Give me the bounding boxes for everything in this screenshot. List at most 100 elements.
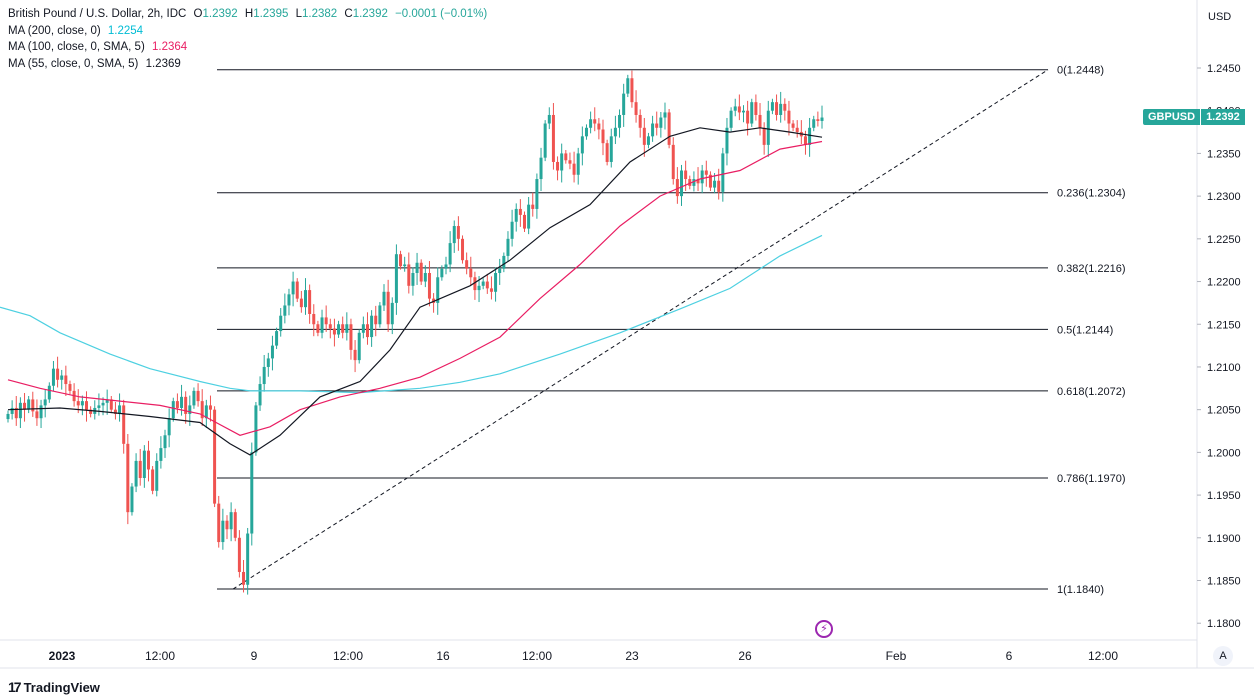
fib-level-label: 0.786(1.1970) bbox=[1057, 473, 1126, 485]
candle bbox=[361, 316, 365, 339]
candle-body bbox=[642, 127, 646, 145]
candle bbox=[312, 304, 316, 337]
candle bbox=[436, 267, 440, 315]
candle-body bbox=[704, 170, 708, 175]
candle bbox=[295, 278, 299, 303]
candle-body bbox=[762, 127, 766, 145]
lightning-icon[interactable]: ⚡︎ bbox=[815, 620, 833, 638]
candle-body bbox=[159, 448, 163, 461]
candle bbox=[175, 393, 179, 414]
candle bbox=[651, 115, 655, 142]
candle-body bbox=[266, 358, 270, 367]
candle-body bbox=[481, 281, 485, 286]
candle-body bbox=[283, 305, 287, 316]
candle-body bbox=[217, 503, 221, 543]
candle-body bbox=[31, 399, 35, 412]
candle-body bbox=[68, 384, 72, 391]
candle bbox=[382, 284, 386, 312]
candle bbox=[43, 389, 47, 418]
candle-body bbox=[113, 409, 117, 414]
candle bbox=[593, 107, 597, 132]
legend-ma55[interactable]: MA (55, close, 0, SMA, 5) 1.2369 bbox=[8, 56, 487, 73]
change-value: −0.0001 (−0.01%) bbox=[395, 8, 488, 20]
candle bbox=[572, 151, 576, 183]
candle-body bbox=[378, 305, 382, 325]
candle-body bbox=[564, 153, 568, 161]
candle-body bbox=[353, 349, 357, 361]
candle-body bbox=[576, 153, 580, 175]
symbol-title: British Pound / U.S. Dollar, 2h, IDC bbox=[8, 8, 187, 20]
fib-level-label: 0.618(1.2072) bbox=[1057, 386, 1126, 398]
ma55-line bbox=[7, 127, 823, 456]
candle-body bbox=[618, 114, 622, 128]
price-tick-label: 1.1850 bbox=[1207, 576, 1241, 588]
candle bbox=[609, 128, 613, 168]
candle-body bbox=[593, 119, 597, 124]
candle bbox=[456, 216, 460, 251]
candle bbox=[221, 508, 225, 550]
fib-trend-line bbox=[232, 69, 1049, 590]
candle-body bbox=[361, 324, 365, 333]
candle bbox=[775, 94, 779, 121]
currency-label[interactable]: USD bbox=[1208, 11, 1232, 23]
candle-body bbox=[444, 264, 448, 269]
fib-level-label: 1(1.1840) bbox=[1057, 584, 1104, 596]
time-tick-label: 12:00 bbox=[522, 649, 552, 663]
candle-body bbox=[341, 324, 345, 333]
candle bbox=[316, 320, 320, 337]
candle bbox=[60, 369, 64, 390]
candle bbox=[729, 107, 733, 132]
candle-body bbox=[357, 332, 361, 361]
candle bbox=[564, 150, 568, 164]
candle bbox=[655, 111, 659, 136]
candle-body bbox=[630, 78, 634, 103]
candle bbox=[250, 442, 254, 546]
price-tick-label: 1.1900 bbox=[1207, 533, 1241, 545]
candle bbox=[56, 356, 60, 388]
candle bbox=[465, 252, 469, 275]
candle-body bbox=[510, 221, 514, 239]
candle bbox=[754, 94, 758, 121]
candle-body bbox=[651, 123, 655, 137]
candle-body bbox=[477, 285, 481, 291]
candle-body bbox=[407, 264, 411, 286]
candle bbox=[353, 340, 357, 373]
tradingview-logo-mark: 17 bbox=[8, 679, 22, 695]
candle-body bbox=[47, 385, 51, 400]
price-tick-label: 1.2450 bbox=[1207, 63, 1241, 75]
candle bbox=[93, 400, 97, 420]
candle bbox=[23, 393, 27, 422]
candle bbox=[184, 391, 188, 424]
candle-body bbox=[547, 114, 551, 124]
candle-body bbox=[308, 290, 312, 314]
candle-body bbox=[717, 180, 721, 192]
low-label: L bbox=[295, 8, 302, 20]
price-tag-value: 1.2392 bbox=[1200, 109, 1245, 125]
candle-body bbox=[10, 407, 14, 414]
candle-body bbox=[779, 103, 783, 115]
price-tick-label: 1.2100 bbox=[1207, 362, 1241, 374]
candle-body bbox=[737, 106, 741, 113]
tradingview-logo[interactable]: 17 TradingView bbox=[8, 679, 100, 695]
candle bbox=[308, 284, 312, 324]
legend-ma100[interactable]: MA (100, close, 0, SMA, 5) 1.2364 bbox=[8, 39, 487, 56]
candle bbox=[432, 293, 436, 313]
fib-level-label: 0(1.2448) bbox=[1057, 65, 1104, 77]
candle bbox=[357, 329, 361, 364]
candle-body bbox=[506, 238, 510, 256]
time-tick-label: 2023 bbox=[49, 649, 76, 663]
legend-ma200[interactable]: MA (200, close, 0) 1.2254 bbox=[8, 23, 487, 40]
auto-scale-button[interactable]: A bbox=[1213, 646, 1233, 666]
candle bbox=[204, 399, 208, 429]
candle bbox=[667, 109, 671, 149]
candle bbox=[568, 152, 572, 170]
candle bbox=[134, 453, 138, 493]
candle-body bbox=[295, 281, 299, 299]
candle bbox=[14, 396, 18, 426]
candle-body bbox=[279, 315, 283, 332]
candle-body bbox=[14, 407, 18, 419]
candle-body bbox=[386, 291, 390, 325]
candle bbox=[279, 308, 283, 337]
candle bbox=[626, 74, 630, 98]
